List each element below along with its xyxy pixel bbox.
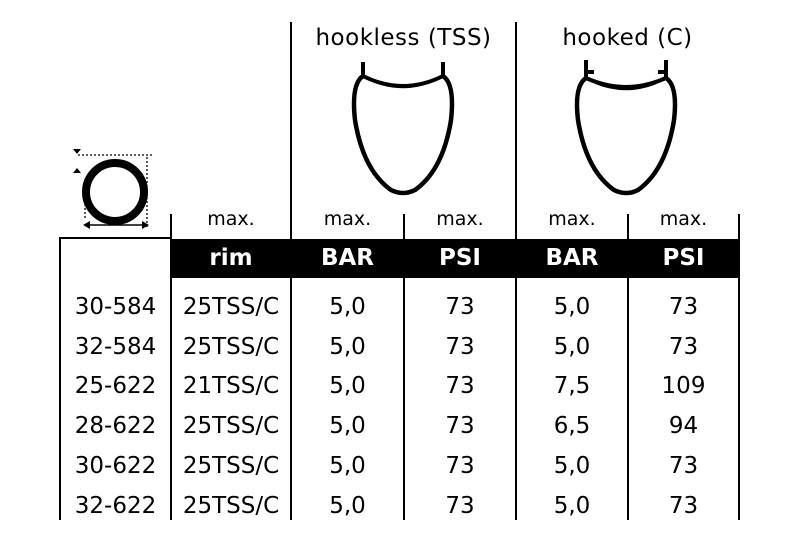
cell-hooked-bar: 7,5 [553, 373, 591, 399]
cell-hookless-bar: 5,0 [329, 294, 366, 320]
cell-hookless-bar: 5,0 [329, 334, 366, 360]
header-hookless-psi: PSI [439, 245, 481, 271]
cell-hookless-psi: 73 [445, 373, 475, 399]
hooked-group-label: hooked (C) [562, 25, 693, 51]
cell-size: 25-622 [74, 373, 157, 399]
tire-cross-section-icon [73, 149, 152, 229]
max-label-rim: max. [207, 208, 255, 230]
cell-rim: 21TSS/C [182, 373, 280, 399]
cell-hooked-psi: 73 [668, 493, 699, 519]
header-band [172, 239, 740, 278]
cell-hookless-psi: 73 [445, 453, 475, 479]
cell-hooked-psi: 73 [668, 294, 699, 320]
max-label-hookless-psi: max. [436, 208, 484, 230]
cell-hookless-bar: 5,0 [329, 413, 366, 439]
max-label-hookless-bar: max. [323, 208, 372, 230]
cell-hooked-psi: 73 [668, 453, 699, 479]
grid-line [170, 214, 172, 520]
cell-hookless-psi: 73 [445, 334, 475, 360]
cell-rim: 25TSS/C [182, 294, 280, 320]
cell-size: 28-622 [74, 413, 157, 439]
hookless-group-label: hookless (TSS) [315, 25, 492, 51]
cell-hooked-bar: 6,5 [553, 413, 591, 439]
cell-rim: 25TSS/C [182, 413, 280, 439]
cell-rim: 25TSS/C [182, 453, 280, 479]
cell-hookless-psi: 73 [445, 413, 475, 439]
cell-rim: 25TSS/C [182, 493, 280, 519]
cell-hooked-bar: 5,0 [553, 493, 591, 519]
cell-hooked-bar: 5,0 [553, 294, 591, 320]
cell-size: 32-622 [74, 493, 157, 519]
cell-hookless-bar: 5,0 [329, 373, 366, 399]
grid-line [403, 214, 405, 520]
hookless-rim-profile-icon [351, 62, 455, 196]
grid-line [59, 237, 172, 239]
cell-hooked-psi: 109 [661, 373, 706, 399]
header-rim: rim [209, 245, 253, 271]
cell-hooked-bar: 5,0 [553, 453, 591, 479]
cell-size: 32-584 [74, 334, 157, 360]
grid-line [738, 214, 740, 520]
cell-size: 30-584 [74, 294, 157, 320]
max-label-hooked-psi: max. [659, 208, 708, 230]
cell-hooked-bar: 5,0 [553, 334, 591, 360]
grid-line [627, 214, 629, 520]
max-label-hooked-bar: max. [548, 208, 596, 230]
header-hooked-psi: PSI [662, 245, 705, 271]
cell-hooked-psi: 73 [668, 334, 699, 360]
cell-hookless-bar: 5,0 [329, 493, 366, 519]
header-hooked-bar: BAR [545, 245, 599, 271]
cell-hookless-psi: 73 [445, 493, 475, 519]
cell-hooked-psi: 94 [668, 413, 699, 439]
cell-rim: 25TSS/C [182, 334, 280, 360]
hooked-rim-profile-icon [574, 60, 678, 196]
cell-hookless-bar: 5,0 [329, 453, 366, 479]
header-hookless-bar: BAR [320, 245, 375, 271]
cell-hookless-psi: 73 [445, 294, 475, 320]
cell-size: 30-622 [74, 453, 157, 479]
grid-line [59, 238, 61, 520]
